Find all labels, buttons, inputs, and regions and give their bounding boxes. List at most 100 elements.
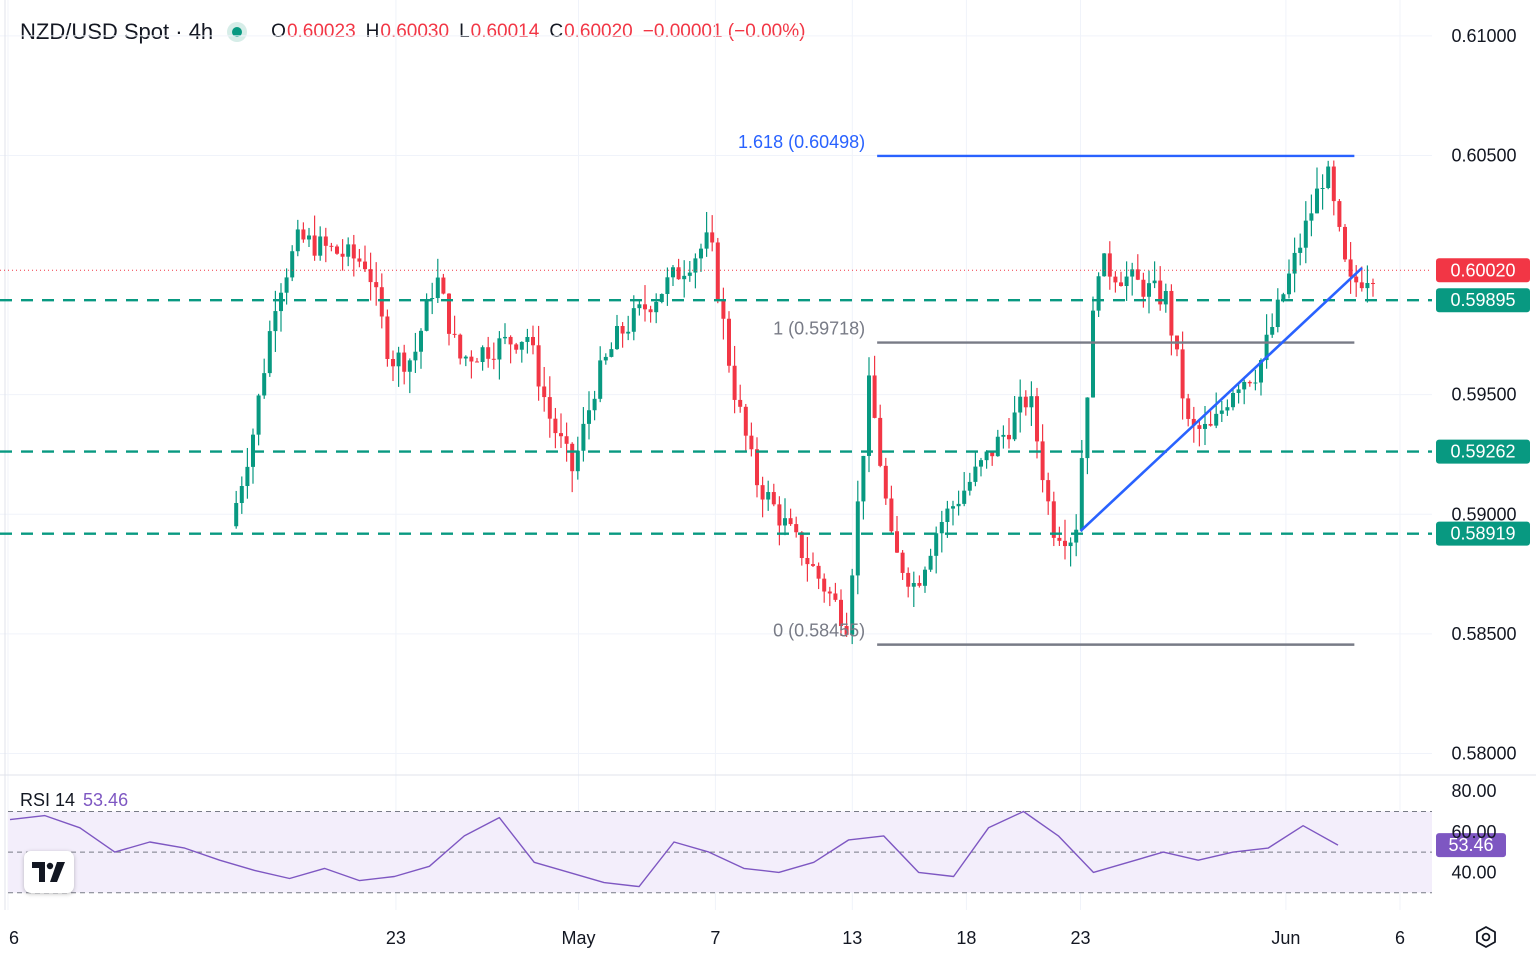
- candle-body: [267, 331, 272, 374]
- high-label: H: [365, 21, 380, 42]
- candle-body: [1298, 247, 1303, 253]
- y-tick-label: 0.61000: [1451, 26, 1516, 46]
- candle-body: [362, 261, 367, 270]
- candle-body: [704, 232, 709, 249]
- candle-body: [620, 326, 625, 334]
- candle-body: [754, 449, 759, 486]
- candle-body: [340, 253, 345, 257]
- candle-body: [990, 451, 995, 457]
- market-status-icon: [227, 22, 248, 42]
- candle-body: [1141, 279, 1146, 297]
- candle-body: [1230, 392, 1235, 408]
- candle-body: [1079, 458, 1084, 530]
- candle-body: [234, 503, 239, 527]
- level-tag[interactable]: [1436, 439, 1530, 464]
- low-label: L: [459, 21, 470, 42]
- candle-body: [676, 267, 681, 280]
- candle-body: [581, 423, 586, 451]
- candle-body: [609, 349, 614, 357]
- fibonacci-extension: 1.618 (0.60498) 1 (0.59718) 0 (0.58455): [738, 132, 1355, 646]
- candle-body: [1068, 542, 1073, 547]
- candle-body: [822, 578, 827, 592]
- candle-body: [514, 344, 519, 350]
- candle-body: [1247, 381, 1252, 384]
- candle-body: [872, 375, 877, 418]
- rsi-series-line: [9, 810, 1339, 888]
- candle-body: [816, 565, 821, 579]
- y-tick-label: 0.59500: [1451, 385, 1516, 405]
- candle-body: [838, 599, 843, 627]
- ascending-trendline[interactable]: [1079, 266, 1363, 532]
- candle-body: [771, 492, 776, 505]
- candle-body: [469, 356, 474, 362]
- candle-body: [480, 347, 485, 362]
- close-value: 0.60020: [564, 21, 633, 42]
- candle-body: [962, 490, 967, 504]
- candle-body: [351, 244, 356, 259]
- candle-body: [665, 277, 670, 294]
- candle-body: [928, 555, 933, 570]
- candle-body: [1096, 276, 1101, 311]
- symbol-title[interactable]: NZD/USD Spot · 4h: [20, 19, 214, 44]
- price-axis[interactable]: 0.61000 0.60500 0.59500 0.59000 0.58500 0.580…: [1451, 26, 1516, 883]
- candle-body: [603, 356, 608, 361]
- candle-body: [866, 375, 871, 456]
- candle-body: [413, 351, 418, 361]
- candle-body: [1034, 396, 1039, 442]
- candle-body: [418, 330, 423, 352]
- candle-body: [794, 524, 799, 533]
- candle-body: [766, 492, 771, 500]
- candle-body: [318, 236, 323, 256]
- candle-body: [558, 433, 563, 437]
- candle-body: [357, 258, 362, 262]
- candle-body: [553, 418, 558, 434]
- time-axis[interactable]: 6 23 May 7 13 18 23 Jun 6: [9, 928, 1405, 948]
- tradingview-logo[interactable]: [24, 851, 74, 893]
- candle-body: [312, 235, 317, 256]
- candle-body: [570, 443, 575, 472]
- candle-body: [698, 248, 703, 259]
- candle-body: [1253, 382, 1258, 384]
- candle-body: [900, 552, 905, 573]
- candle-body: [984, 451, 989, 461]
- candle-body: [1146, 283, 1151, 297]
- level-tag[interactable]: [1436, 288, 1530, 313]
- candle-body: [1152, 280, 1157, 284]
- candle-body: [1090, 310, 1095, 398]
- candle-body: [1051, 501, 1056, 538]
- candle-body: [256, 395, 261, 435]
- candle-body: [1359, 282, 1364, 289]
- trendline[interactable]: [1079, 266, 1363, 532]
- candle-body: [1074, 529, 1079, 543]
- candle-body: [967, 481, 972, 491]
- candle-body: [906, 572, 911, 587]
- candle-body: [374, 282, 379, 288]
- rsi-legend: RSI 14 53.46: [20, 790, 128, 811]
- last-price-tag[interactable]: [1436, 258, 1530, 283]
- candle-body: [1023, 396, 1028, 408]
- settings-gear-icon[interactable]: [1474, 925, 1498, 954]
- candle-body: [1062, 540, 1067, 547]
- candle-body: [458, 334, 463, 359]
- candle-body: [1057, 537, 1062, 541]
- candle-body: [1191, 418, 1196, 426]
- x-tick-label: May: [561, 928, 595, 948]
- candle-body: [911, 582, 916, 587]
- high-value: 0.60030: [380, 21, 450, 42]
- candle-body: [1102, 253, 1107, 277]
- candle-body: [922, 569, 927, 586]
- candle-body: [850, 575, 855, 635]
- level-tag[interactable]: [1436, 521, 1530, 546]
- candle-body: [614, 326, 619, 350]
- candle-body: [575, 450, 580, 472]
- candle-body: [497, 338, 502, 360]
- candle-body: [245, 466, 250, 487]
- candle-body: [1348, 259, 1353, 277]
- candle-body: [1029, 396, 1034, 408]
- candle-body: [777, 504, 782, 526]
- candle-body: [295, 229, 300, 252]
- candle-body: [1342, 226, 1347, 260]
- candle-body: [978, 460, 983, 467]
- open-label: O: [271, 21, 286, 42]
